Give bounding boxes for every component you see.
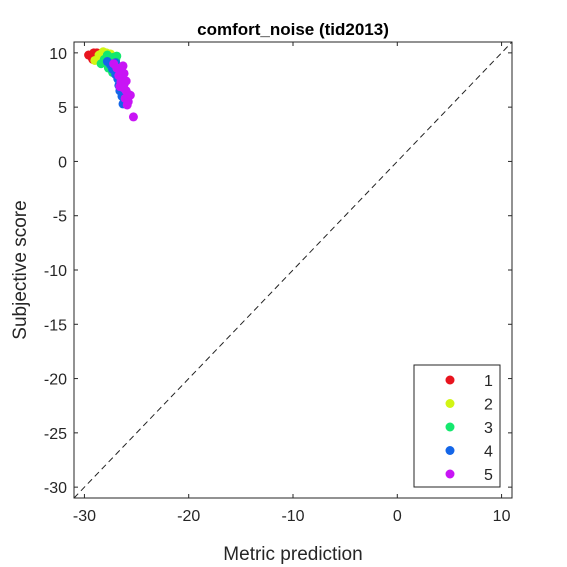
y-tick-label: -30 <box>44 480 67 497</box>
x-tick-label: 0 <box>393 508 402 525</box>
data-point-series-5 <box>115 82 125 92</box>
legend-box <box>413 364 501 488</box>
data-point-series-5 <box>128 112 138 122</box>
identity-reference-line <box>73 41 513 499</box>
legend-label: 4 <box>484 444 493 461</box>
y-tick-label: -10 <box>44 263 67 280</box>
data-point-series-5 <box>119 68 129 78</box>
y-axis-label: Subjective score <box>10 200 31 339</box>
x-tick-label: -10 <box>281 508 304 525</box>
legend-marker <box>445 399 455 408</box>
data-point-series-5 <box>125 90 135 100</box>
legend-label: 3 <box>484 420 493 437</box>
legend-label: 2 <box>484 397 493 414</box>
y-tick-label: 0 <box>58 154 67 171</box>
plot-frame <box>73 41 513 499</box>
data-point-series-5 <box>122 100 132 110</box>
y-tick-label: 10 <box>49 46 67 63</box>
x-axis-label: Metric prediction <box>223 544 362 565</box>
legend-marker <box>445 375 455 385</box>
x-tick-label: -20 <box>177 508 200 525</box>
y-tick-label: -20 <box>44 372 67 389</box>
y-tick-label: -25 <box>44 426 67 443</box>
y-tick-label: -5 <box>53 209 67 226</box>
x-tick-label: -30 <box>73 508 96 525</box>
chart-title: comfort_noise (tid2013) <box>197 20 389 39</box>
data-points <box>84 47 138 122</box>
legend-label: 1 <box>484 373 493 390</box>
y-tick-label: 5 <box>58 100 67 117</box>
legend: 1 2 3 4 5 <box>413 364 501 488</box>
legend-label: 5 <box>484 467 493 484</box>
x-tick-label: 10 <box>493 508 511 525</box>
legend-marker <box>445 469 455 479</box>
legend-marker <box>445 422 455 432</box>
legend-marker <box>445 446 455 455</box>
y-tick-label: -15 <box>44 317 67 334</box>
data-point-series-5 <box>118 61 128 71</box>
axis-ticks: -30 -20 -10 0 10 -30 -25 -20 -15 -10 -5 0 5 10 <box>44 42 512 525</box>
